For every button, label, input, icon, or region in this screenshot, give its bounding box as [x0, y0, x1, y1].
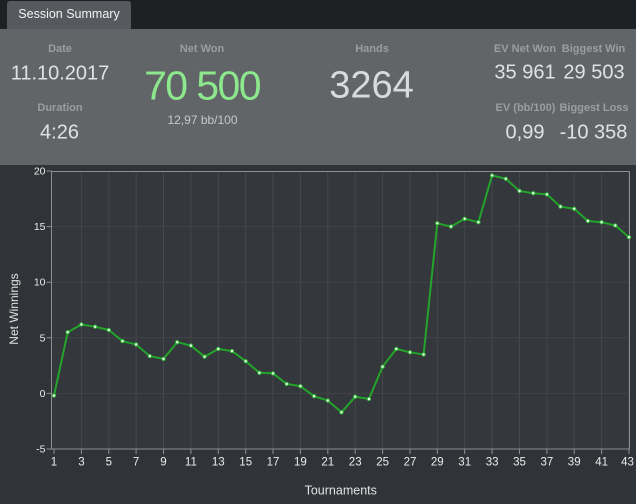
svg-text:27: 27: [404, 457, 417, 469]
svg-text:23: 23: [349, 457, 362, 469]
svg-text:33: 33: [486, 457, 499, 469]
svg-text:-5: -5: [36, 444, 45, 456]
svg-text:11: 11: [185, 457, 197, 469]
svg-text:1: 1: [51, 457, 57, 469]
svg-text:21: 21: [321, 457, 334, 469]
svg-text:29: 29: [431, 457, 444, 469]
svg-text:Tournaments: Tournaments: [305, 484, 377, 498]
svg-text:35: 35: [513, 457, 526, 469]
svg-text:0: 0: [40, 388, 46, 400]
svg-text:39: 39: [568, 457, 581, 469]
svg-text:25: 25: [376, 457, 389, 469]
svg-text:41: 41: [595, 457, 608, 469]
svg-text:Net Winnings: Net Winnings: [7, 273, 21, 344]
svg-text:9: 9: [160, 457, 166, 469]
svg-text:20: 20: [34, 166, 46, 178]
svg-text:37: 37: [541, 457, 554, 469]
svg-text:19: 19: [294, 457, 307, 469]
svg-text:3: 3: [78, 457, 84, 469]
svg-text:7: 7: [133, 457, 139, 469]
svg-text:31: 31: [458, 457, 471, 469]
svg-text:5: 5: [106, 457, 112, 469]
svg-text:15: 15: [34, 221, 46, 233]
svg-text:13: 13: [212, 457, 225, 469]
svg-text:10: 10: [34, 277, 46, 289]
svg-text:5: 5: [40, 332, 46, 344]
svg-text:43: 43: [621, 457, 634, 469]
svg-text:17: 17: [267, 457, 280, 469]
svg-text:15: 15: [239, 457, 252, 469]
